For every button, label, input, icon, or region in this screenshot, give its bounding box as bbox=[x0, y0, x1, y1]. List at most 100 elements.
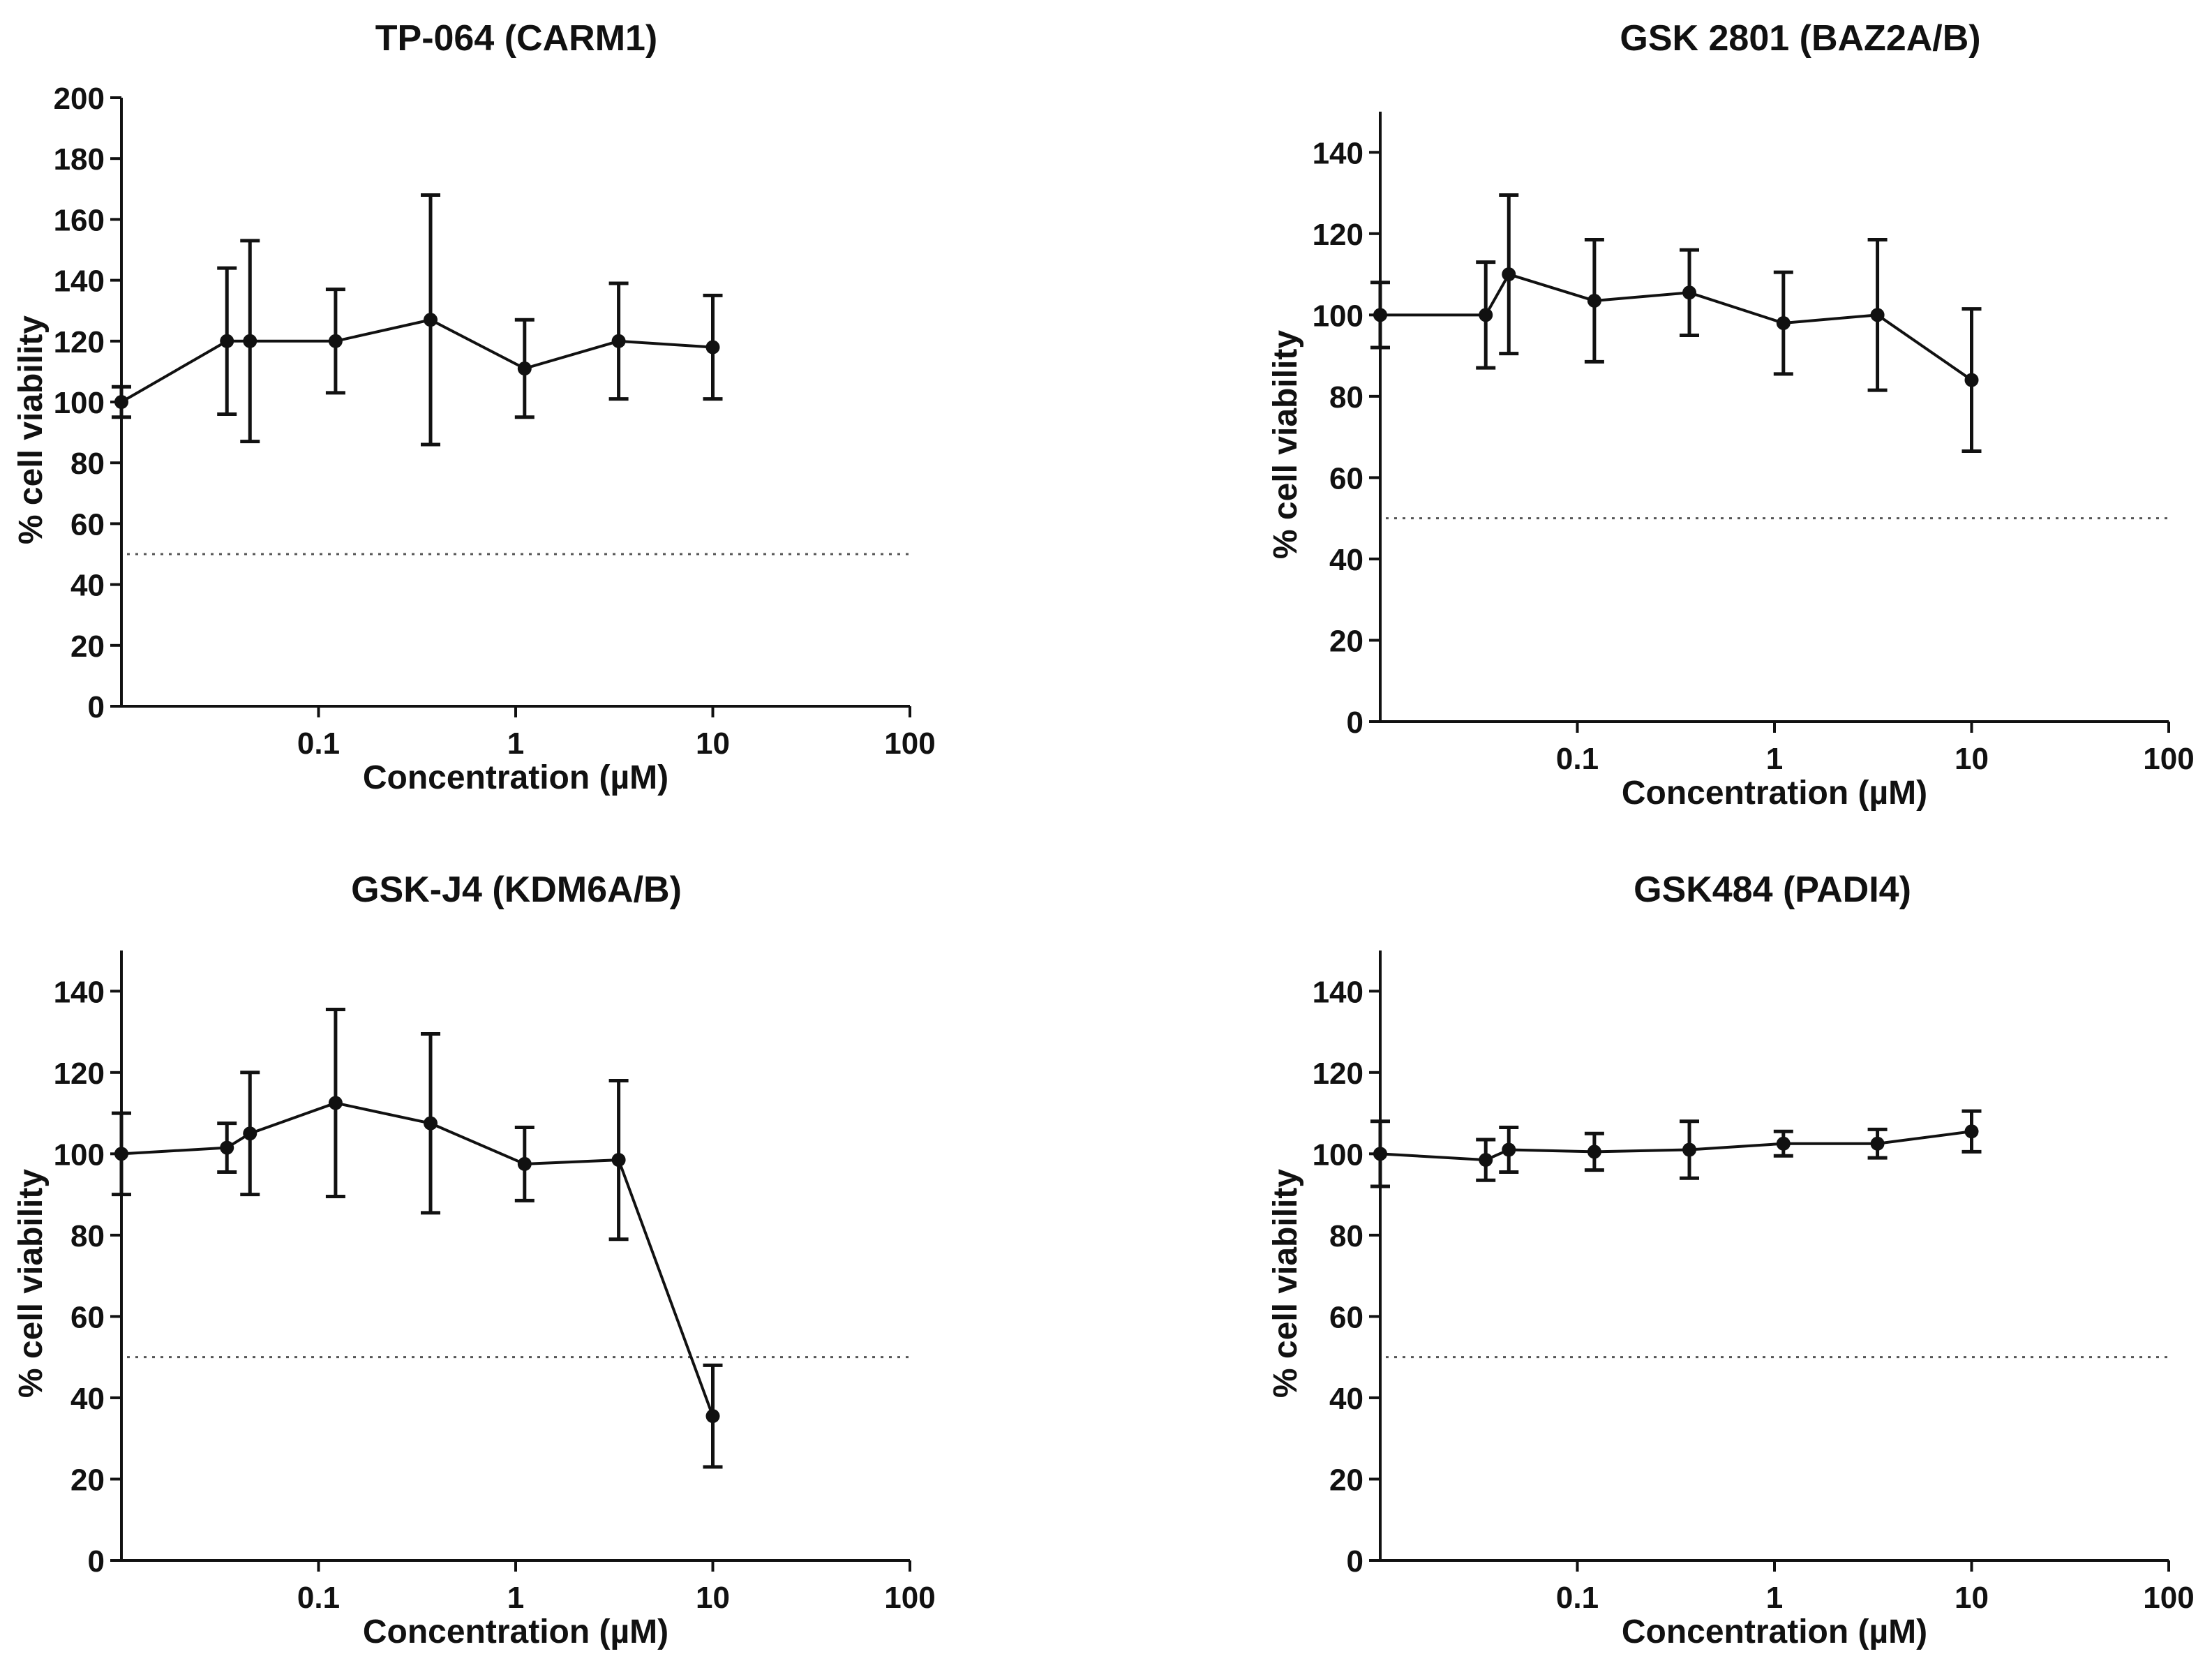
y-tick-label: 20 bbox=[1329, 1463, 1363, 1497]
y-tick-label: 80 bbox=[70, 1219, 105, 1253]
y-tick-label: 140 bbox=[1313, 136, 1363, 170]
data-point bbox=[517, 361, 532, 376]
y-tick-label: 140 bbox=[1313, 975, 1363, 1009]
y-tick-label: 80 bbox=[1329, 380, 1363, 415]
data-point bbox=[1479, 308, 1493, 322]
chart-svg-tp064: TP-064 (CARM1) 0 20 40 60 80 100 120 140 160 180 20… bbox=[13, 18, 936, 796]
y-tick-label: 120 bbox=[1313, 1057, 1363, 1091]
y-axis-label: % cell viability bbox=[1267, 1169, 1304, 1398]
y-tick-label: 0 bbox=[88, 690, 105, 724]
data-point bbox=[1502, 1142, 1516, 1157]
data-point bbox=[1373, 308, 1387, 322]
chart-svg-gskj4: GSK-J4 (KDM6A/B) 0 20 40 60 80 100 120 140 0.1 1 10… bbox=[13, 870, 936, 1650]
chart-panel-gskj4: GSK-J4 (KDM6A/B) 0 20 40 60 80 100 120 140 0.1 1 10… bbox=[0, 837, 963, 1661]
y-axis-label: % cell viability bbox=[13, 1169, 50, 1398]
y-tick-label: 120 bbox=[54, 325, 105, 359]
y-tick-label: 60 bbox=[1329, 461, 1363, 495]
y-tick-label: 0 bbox=[88, 1544, 105, 1579]
data-point bbox=[705, 340, 720, 355]
y-tick-label: 100 bbox=[1313, 1138, 1363, 1172]
x-axis-label: Concentration (µM) bbox=[363, 759, 668, 796]
chart-panel-tp064: TP-064 (CARM1) 0 20 40 60 80 100 120 140 160 180 20… bbox=[0, 0, 963, 823]
data-point bbox=[705, 1409, 720, 1424]
data-point bbox=[1682, 285, 1697, 300]
data-point bbox=[220, 334, 234, 348]
data-point bbox=[1587, 1145, 1601, 1159]
x-tick-label: 100 bbox=[2143, 742, 2194, 776]
y-tick-label: 100 bbox=[1313, 299, 1363, 333]
y-tick-label: 180 bbox=[54, 142, 105, 177]
chart-svg-gsk2801: GSK 2801 (BAZ2A/B) 0 20 40 60 80 100 120 140 0.1 1… bbox=[1267, 18, 2195, 812]
chart-title: GSK 2801 (BAZ2A/B) bbox=[1620, 18, 1980, 59]
y-tick-label: 60 bbox=[70, 507, 105, 542]
data-point bbox=[243, 334, 257, 348]
x-tick-label: 100 bbox=[2143, 1581, 2194, 1615]
x-axis-label: Concentration (µM) bbox=[1622, 1613, 1927, 1650]
y-tick-label: 100 bbox=[54, 1138, 105, 1172]
data-point bbox=[243, 1126, 257, 1141]
y-tick-label: 160 bbox=[54, 203, 105, 237]
x-tick-label: 10 bbox=[1955, 742, 1989, 776]
series-line bbox=[1380, 272, 1973, 382]
x-axis-label: Concentration (µM) bbox=[1622, 775, 1927, 812]
data-point bbox=[1776, 315, 1791, 330]
data-point bbox=[1587, 293, 1601, 308]
data-point bbox=[328, 334, 343, 348]
y-tick-label: 140 bbox=[54, 975, 105, 1009]
y-tick-label: 40 bbox=[1329, 543, 1363, 577]
y-tick-label: 80 bbox=[70, 447, 105, 481]
data-point bbox=[1682, 1142, 1697, 1157]
x-tick-label: 10 bbox=[696, 726, 730, 761]
x-tick-label: 10 bbox=[1955, 1581, 1989, 1615]
data-point bbox=[1373, 1147, 1387, 1161]
y-tick-label: 0 bbox=[1347, 1544, 1363, 1579]
x-tick-label: 1 bbox=[1766, 1581, 1783, 1615]
data-point bbox=[1870, 308, 1885, 322]
x-tick-label: 0.1 bbox=[297, 726, 340, 761]
x-tick-label: 1 bbox=[507, 726, 524, 761]
data-point bbox=[1964, 1124, 1979, 1139]
y-tick-label: 20 bbox=[70, 1463, 105, 1497]
x-axis-label: Concentration (µM) bbox=[363, 1613, 668, 1650]
data-point bbox=[424, 313, 438, 327]
data-point bbox=[220, 1140, 234, 1155]
chart-title: GSK484 (PADI4) bbox=[1634, 870, 1911, 910]
y-axis-label: % cell viability bbox=[1267, 330, 1304, 559]
y-tick-label: 0 bbox=[1347, 706, 1363, 740]
y-tick-label: 40 bbox=[70, 569, 105, 603]
y-tick-label: 80 bbox=[1329, 1219, 1363, 1253]
x-tick-label: 1 bbox=[507, 1581, 524, 1615]
data-point bbox=[1479, 1153, 1493, 1168]
data-point bbox=[424, 1116, 438, 1131]
series-line bbox=[121, 1101, 715, 1417]
y-tick-label: 40 bbox=[1329, 1382, 1363, 1416]
x-tick-label: 100 bbox=[884, 726, 935, 761]
chart-title: GSK-J4 (KDM6A/B) bbox=[351, 870, 682, 910]
chart-panel-gsk2801: GSK 2801 (BAZ2A/B) 0 20 40 60 80 100 120 140 0.1 1… bbox=[1103, 0, 2205, 837]
data-point bbox=[1964, 373, 1979, 387]
y-tick-label: 40 bbox=[70, 1382, 105, 1416]
y-tick-label: 20 bbox=[1329, 624, 1363, 658]
y-tick-label: 60 bbox=[70, 1300, 105, 1334]
data-point bbox=[611, 334, 626, 348]
series-line bbox=[121, 318, 713, 403]
y-tick-label: 20 bbox=[70, 629, 105, 664]
data-point bbox=[114, 395, 128, 409]
x-tick-label: 0.1 bbox=[1556, 1581, 1599, 1615]
data-point bbox=[328, 1096, 343, 1110]
data-point bbox=[1502, 267, 1516, 282]
x-tick-label: 10 bbox=[696, 1581, 730, 1615]
x-tick-label: 0.1 bbox=[1556, 742, 1599, 776]
x-tick-label: 100 bbox=[884, 1581, 935, 1615]
data-point bbox=[1870, 1136, 1885, 1151]
y-axis-label: % cell viability bbox=[13, 315, 50, 544]
y-tick-label: 120 bbox=[54, 1057, 105, 1091]
chart-svg-gsk484: GSK484 (PADI4) 0 20 40 60 80 100 120 140 0.1 1 10 10… bbox=[1267, 870, 2195, 1650]
data-point bbox=[611, 1153, 626, 1168]
x-tick-label: 1 bbox=[1766, 742, 1783, 776]
x-tick-label: 0.1 bbox=[297, 1581, 340, 1615]
y-tick-label: 200 bbox=[54, 82, 105, 116]
y-tick-label: 140 bbox=[54, 264, 105, 299]
y-tick-label: 60 bbox=[1329, 1300, 1363, 1334]
data-point bbox=[517, 1156, 532, 1171]
